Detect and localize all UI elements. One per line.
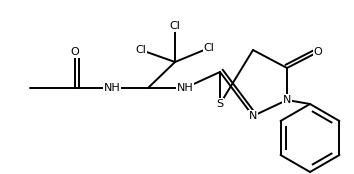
Text: N: N: [283, 95, 291, 105]
Text: Cl: Cl: [136, 45, 147, 55]
Text: NH: NH: [104, 83, 120, 93]
Text: O: O: [314, 47, 322, 57]
Text: Cl: Cl: [170, 21, 181, 31]
Text: N: N: [249, 111, 257, 121]
Text: S: S: [216, 99, 224, 109]
Text: Cl: Cl: [204, 43, 215, 53]
Text: O: O: [71, 47, 79, 57]
Text: NH: NH: [177, 83, 193, 93]
